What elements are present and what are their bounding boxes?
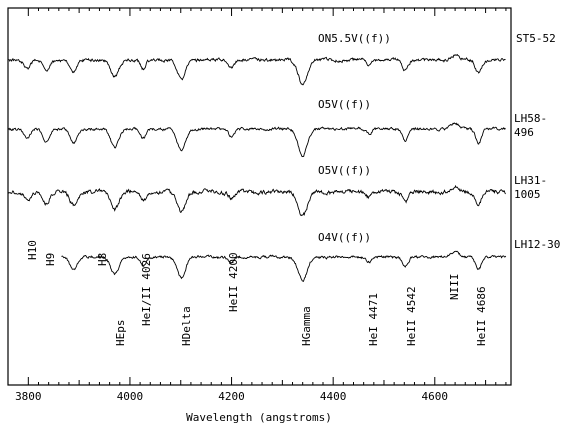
line-label-niii: NIII [448, 274, 461, 301]
star-label-part: LH12-30 [514, 238, 560, 251]
spectral-type-lh31-1005: O5V((f)) [318, 164, 371, 177]
line-labels: H10 H9 H8 HEps HeI/II 4026 HDelta HeII 4200 HGa… [26, 240, 488, 346]
line-label-heps: HEps [114, 320, 127, 347]
line-label-hei-4471: HeI 4471 [367, 293, 380, 346]
line-label-h9: H9 [44, 253, 57, 266]
star-label-lh12-30: LH12-30 [514, 238, 560, 251]
spectrum-lh12-30 [61, 250, 507, 283]
star-label-lh31-1005: LH31-1005 [514, 174, 547, 201]
star-label-part: ST5-52 [516, 32, 556, 45]
line-label-heii-4542: HeII 4542 [405, 286, 418, 346]
spectrum-lh58-496 [7, 122, 506, 158]
star-label-part: 496 [514, 126, 534, 139]
spectral-type-labels: ON5.5V((f)) O5V((f)) O5V((f)) O4V((f)) [318, 32, 391, 244]
line-label-hei-ii-4026: HeI/II 4026 [140, 253, 153, 326]
x-tick-label: 4400 [320, 390, 347, 403]
spectrum-lh31-1005 [7, 184, 506, 217]
spectral-type-lh12-30: O4V((f)) [318, 231, 371, 244]
line-label-heii-4200: HeII 4200 [227, 252, 240, 312]
x-tick-label: 4600 [422, 390, 449, 403]
line-label-heii-4686: HeII 4686 [475, 286, 488, 346]
star-labels: ST5-52 LH58-496 LH31-1005 LH12-30 [514, 32, 560, 251]
spectral-type-st5-52: ON5.5V((f)) [318, 32, 391, 45]
spectral-type-lh58-496: O5V((f)) [318, 98, 371, 111]
spectrum-st5-52 [7, 53, 506, 86]
plot-frame [7, 7, 512, 386]
spectra-group [7, 53, 507, 283]
star-label-part: 1005 [514, 188, 541, 201]
x-tick-label: 4200 [218, 390, 245, 403]
star-label-st5-52: ST5-52 [516, 32, 556, 45]
star-label-part: LH58- [514, 112, 547, 125]
star-label-part: LH31- [514, 174, 547, 187]
line-label-h8: H8 [96, 253, 109, 266]
x-axis: 3800 4000 4200 4400 4600 [15, 8, 507, 403]
x-axis-title: Wavelength (angstroms) [186, 411, 332, 424]
x-tick-label: 3800 [15, 390, 42, 403]
star-label-lh58-496: LH58-496 [514, 112, 547, 139]
line-label-hdelta: HDelta [180, 306, 193, 346]
x-tick-label: 4000 [117, 390, 144, 403]
line-label-h10: H10 [26, 240, 39, 260]
line-label-hgamma: HGamma [300, 306, 313, 346]
